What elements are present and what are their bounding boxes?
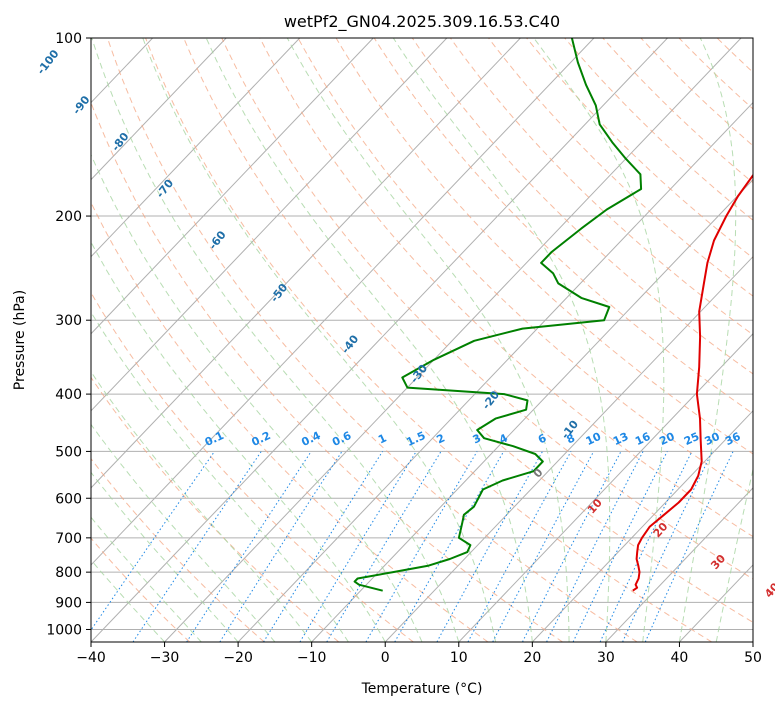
y-tick-label: 200 [55,209,82,225]
x-tick-label: 30 [597,650,615,666]
dry-adiabat-line [183,38,753,623]
mixing-ratio-label: 16 [633,430,653,448]
moist-adiabat-line [715,467,753,642]
mixing-ratio-line [644,451,734,642]
isotherm-line [91,38,301,258]
moist-adiabat-line [91,311,349,642]
x-tick-label: 0 [381,650,390,666]
y-tick-label: 1000 [46,622,82,638]
mixing-ratio-label: 13 [611,430,630,448]
isotherm-line [91,38,374,335]
x-tick-label: −40 [76,650,106,666]
dewpoint-profile [353,38,643,592]
moist-adiabat-line [392,38,611,642]
isotherm-line [237,101,753,642]
moist-adiabat-line [91,370,313,642]
x-axis-title: Temperature (°C) [361,681,483,697]
plot-background [91,38,753,642]
mixing-ratio-line [436,451,543,642]
y-tick-label: 700 [55,531,82,547]
moist-adiabat-line [91,38,460,642]
mixing-ratio-label: 20 [657,430,677,448]
dry-adiabat-line [221,38,753,580]
isotherm-line [458,333,753,642]
isotherm-line [91,38,227,181]
x-tick-label: 50 [744,650,762,666]
dry-adiabat-line [755,38,775,642]
y-tick-label: 600 [55,491,82,507]
series-layer [353,38,753,592]
moist-adiabat-line [286,38,570,642]
y-tick-label: 900 [55,595,82,611]
dry-adiabat-label: -100 [34,47,61,77]
dry-adiabat-line [145,38,713,642]
temperature-profile [632,173,753,592]
mixing-ratio-line [91,451,215,631]
mixing-ratio-line [467,451,572,642]
dry-adiabat-line [335,38,753,455]
isotherm-line [605,487,753,642]
dry-adiabat-label: -90 [70,93,93,117]
x-tick-label: −10 [297,650,327,666]
plot-frame [90,37,754,643]
isotherm-line [91,38,448,412]
y-tick-label: 500 [55,444,82,460]
x-tick-label: −20 [223,650,253,666]
mixing-ratio-line [599,451,693,642]
mixing-ratio-label: 25 [682,430,701,448]
y-tick-label: 800 [55,565,82,581]
dry-adiabat-line [91,101,563,642]
mixing-ratio-line [365,451,478,642]
mixing-ratio-line [326,451,442,642]
moist-adiabat-label: 40 [762,580,775,600]
x-tick-label: 20 [523,650,541,666]
x-tick-label: −30 [150,650,180,666]
moist-adiabat-line [533,38,665,642]
dry-adiabat-line [91,291,414,642]
dry-adiabat-line [107,38,638,642]
dry-adiabat-line [564,38,753,221]
axes: −40 −30 −20 −10 0 10 20 30 40 50 100 200 300 400 500 60… [46,31,762,666]
y-tick-label: 100 [55,31,82,47]
isotherm-line [384,255,753,642]
isotherm-line [752,641,753,642]
mixing-ratio-line [394,451,505,642]
mixing-ratio-line [572,451,668,642]
x-tick-label: 40 [671,650,689,666]
moist-adiabat-line [205,38,533,642]
y-tick-label: 400 [55,387,82,403]
moist-adiabat-line [91,153,423,642]
isotherm-line [91,38,521,489]
dry-adiabat-line [297,38,753,496]
background-lines [0,38,775,642]
moist-adiabat-line [752,639,753,642]
moist-adiabat-line [91,516,202,642]
mixing-ratio-line [219,451,343,642]
mixing-ratio-line [622,451,713,642]
y-tick-label: 300 [55,313,82,329]
mixing-ratio-line [263,451,384,642]
x-tick-label: 10 [450,650,468,666]
dry-adiabat-line [259,38,753,538]
dry-adiabat-line [602,38,753,184]
moist-adiabat-line [91,241,386,642]
moist-adiabat-line [91,423,276,642]
dry-adiabat-line [373,38,753,415]
isotherm-line [91,38,668,642]
dry-adiabat-line [91,457,265,642]
y-axis-title: Pressure (hPa) [12,290,28,390]
isotherm-line [531,410,753,642]
chart-title: wetPf2_GN04.2025.309.16.53.C40 [284,12,560,32]
moist-adiabat-line [678,38,737,642]
dry-adiabat-line [449,38,753,336]
isotherm-line [0,38,6,642]
dry-adiabat-line [411,38,753,375]
mixing-ratio-label: 36 [723,430,743,448]
isotherm-line [164,38,742,642]
mixing-ratio-label: 30 [702,430,722,448]
mixing-ratio-line [299,451,417,642]
mixing-ratio-label: 10 [584,430,604,448]
isotherm-line [91,38,595,566]
